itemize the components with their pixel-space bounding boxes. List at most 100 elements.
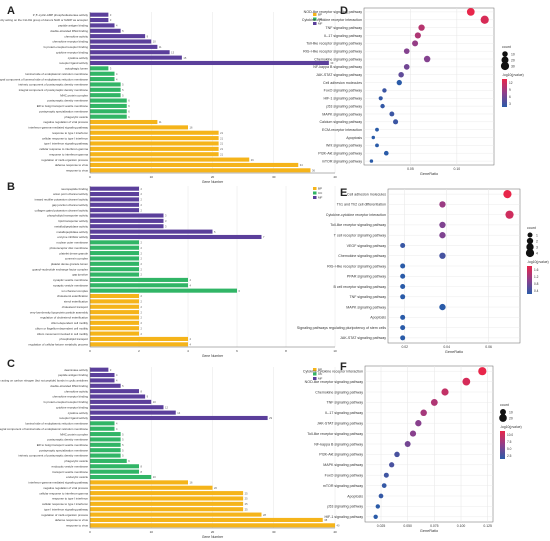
- data-point: [383, 150, 389, 156]
- x-tick-label: 0.10: [454, 167, 461, 171]
- category-label: RIG-I-like receptor signaling pathway: [303, 49, 362, 53]
- data-label: 4: [116, 24, 118, 28]
- category-label: ECM-receptor interaction: [322, 128, 362, 132]
- category-label: mTOR signaling pathway: [323, 484, 363, 488]
- data-label: 12: [165, 405, 168, 409]
- bar: [90, 251, 139, 256]
- category-label: cholesterol transport: [62, 305, 88, 309]
- category-label: postsynaptic density membrane: [47, 99, 88, 103]
- data-point: [403, 64, 410, 70]
- legend-label: CC: [318, 191, 323, 195]
- category-label: Chemokine signaling pathway: [315, 390, 363, 394]
- category-label: photoreceptor disc membrane: [50, 246, 89, 250]
- data-label: 4: [116, 427, 118, 431]
- category-label: regulation of cholesterol esterification: [40, 316, 88, 320]
- category-label: double-stranded RNA binding: [50, 29, 88, 33]
- data-point: [400, 325, 406, 331]
- category-label: Cell adhesion molecules: [347, 192, 386, 196]
- data-point: [373, 514, 378, 520]
- bar: [90, 87, 121, 92]
- bar: [90, 141, 219, 146]
- category-label: enzyme inhibitor activity: [57, 235, 88, 239]
- category-label: response to type I interferon: [52, 131, 88, 135]
- category-label: endocytic vesicle: [66, 475, 88, 479]
- bar: [90, 426, 115, 431]
- category-label: PI3K-Akt signaling pathway: [319, 453, 363, 457]
- bar: [90, 326, 139, 331]
- dot-chart-e: Cell adhesion molecules Th1 and Th2 cell …: [297, 188, 549, 354]
- size-legend-dot: [526, 237, 534, 245]
- category-label: sterol esterification: [64, 300, 88, 304]
- color-legend-label: 7.5: [507, 440, 512, 444]
- data-label: 4: [116, 72, 118, 76]
- category-label: MHC protein complex: [60, 93, 88, 97]
- data-label: 6: [128, 459, 130, 463]
- data-label: 3: [110, 67, 112, 71]
- category-label: Th1 and Th2 cell differentiation: [337, 203, 386, 207]
- bar: [90, 82, 121, 87]
- data-label: 16: [190, 481, 193, 485]
- bar: [90, 39, 152, 44]
- category-label: synaptic vesicle membrane: [53, 283, 88, 287]
- size-legend-dot: [526, 243, 534, 251]
- data-label: 4: [116, 373, 118, 377]
- data-label: 5: [122, 448, 124, 452]
- size-legend-dot: [500, 61, 510, 71]
- size-legend-title: count: [527, 226, 536, 230]
- category-label: postsynaptic specialization membrane: [39, 109, 88, 113]
- data-point: [369, 159, 374, 163]
- category-label: response to type I interferon: [52, 497, 88, 501]
- bar: [90, 367, 109, 372]
- x-tick-label: 0.075: [430, 524, 439, 528]
- x-tick-label: 0: [89, 175, 91, 179]
- bar: [90, 480, 188, 485]
- category-label: metallopeptidase activity: [57, 230, 89, 234]
- data-label: 2: [141, 273, 143, 277]
- bar: [90, 410, 176, 415]
- data-point: [439, 201, 446, 208]
- data-label: 6: [128, 109, 130, 113]
- bar: [90, 464, 139, 469]
- data-label: 40: [337, 523, 340, 527]
- category-label: G protein-coupled receptor binding: [43, 45, 88, 49]
- category-label: response to virus: [66, 168, 89, 172]
- category-label: chemokine activity: [64, 34, 88, 38]
- data-point: [478, 367, 487, 376]
- category-label: gap junction: [72, 273, 88, 277]
- category-label: VEGF signaling pathway: [347, 244, 387, 248]
- data-label: 9: [147, 395, 149, 399]
- bar: [90, 378, 115, 383]
- x-axis-title: Gene Number: [202, 180, 224, 184]
- category-label: MAPK signaling pathway: [323, 463, 363, 467]
- data-label: 4: [116, 379, 118, 383]
- size-legend-dot: [500, 409, 506, 415]
- category-label: PPAR signaling pathway: [347, 275, 386, 279]
- size-legend-label: 3: [536, 245, 538, 249]
- data-label: 11: [159, 45, 162, 49]
- data-label: 5: [214, 230, 216, 234]
- data-label: 5: [122, 443, 124, 447]
- bar: [90, 320, 139, 325]
- category-label: PI3K-Akt signaling pathway: [318, 152, 362, 156]
- data-point: [439, 232, 446, 239]
- legend-swatch-bp: [313, 13, 317, 16]
- data-point: [400, 263, 406, 269]
- category-label: cellular response to type I interferon: [42, 136, 88, 140]
- size-legend-dot: [501, 56, 509, 64]
- category-label: postsynaptic density membrane: [47, 438, 88, 442]
- bar: [90, 448, 121, 453]
- category-label: regulation of cellular ketone metabolic …: [29, 342, 89, 346]
- bar: [90, 389, 139, 394]
- category-label: transport vesicle membrane: [52, 470, 88, 474]
- bar: [90, 93, 121, 98]
- x-axis-title: GeneRatio: [420, 172, 438, 176]
- legend-swatch-cc: [313, 17, 317, 21]
- data-label: 4: [116, 77, 118, 81]
- category-label: guanyl-nucleotide exchange factor comple…: [32, 267, 88, 271]
- category-label: NF-kappa B signaling pathway: [314, 442, 363, 446]
- x-axis-title: GeneRatio: [420, 529, 438, 533]
- category-label: cilium-dependent cell motility: [51, 321, 89, 325]
- category-label: platelet dense granule: [60, 251, 89, 255]
- category-label: HIF-1 signaling pathway: [323, 97, 362, 101]
- panel-label-d: D: [340, 5, 348, 17]
